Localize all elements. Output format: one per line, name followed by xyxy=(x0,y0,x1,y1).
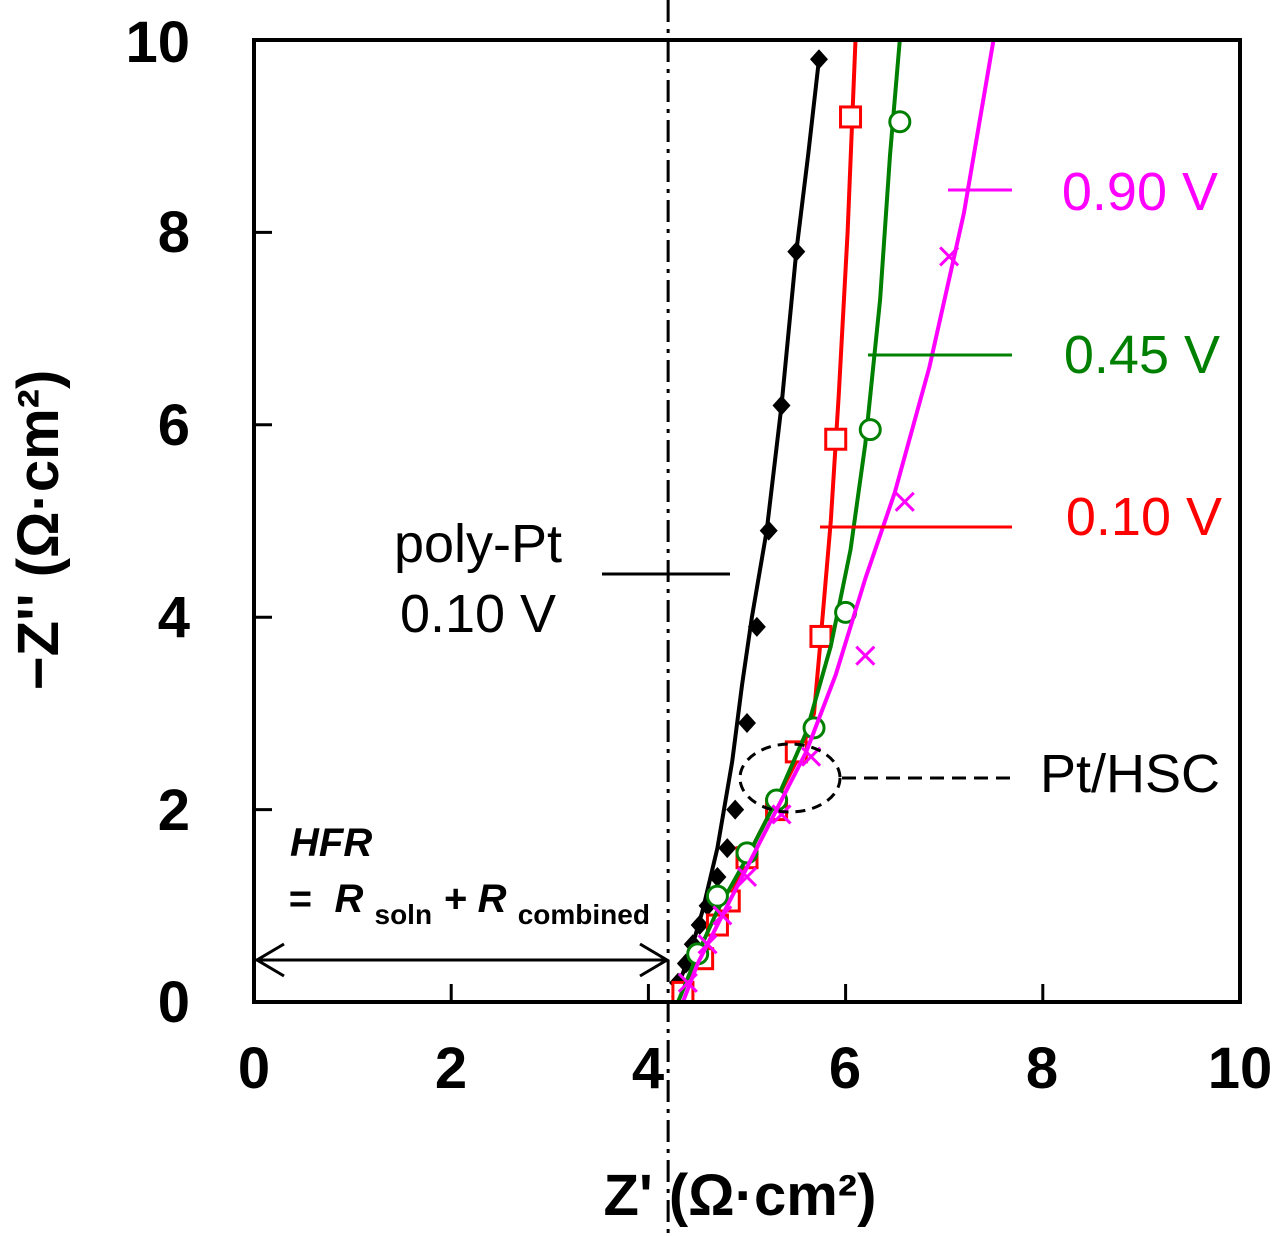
data-point-pt-hsc-0-10-v xyxy=(809,624,833,648)
data-point-pt-hsc-0-90-v xyxy=(697,934,718,955)
x-tick-label: 6 xyxy=(829,1036,861,1101)
data-point-pt-hsc-0-10-v xyxy=(824,427,848,451)
hfr-sub-soln: soln xyxy=(375,899,433,930)
y-tick-label: 8 xyxy=(158,200,190,265)
series-layer xyxy=(668,39,996,1004)
hfr-r2: R xyxy=(478,877,507,921)
data-point-pt-hsc-0-45-v xyxy=(705,884,729,908)
series-label-090: 0.90 V xyxy=(948,162,1218,222)
data-point-pt-hsc-0-45-v xyxy=(858,418,882,442)
y-tick-label: 2 xyxy=(158,778,190,843)
hfr-arrowhead-left xyxy=(254,942,285,978)
y-tick-label: 4 xyxy=(158,585,190,650)
data-point-pt-hsc-0-90-v xyxy=(939,246,960,267)
series-line-pt-hsc-0-90-v xyxy=(681,39,996,1003)
x-tick-label: 0 xyxy=(238,1036,270,1101)
polypt-annotation: poly-Pt 0.10 V xyxy=(394,514,730,644)
data-point-poly-pt-0-10-v xyxy=(809,49,828,70)
series-label-045: 0.45 V xyxy=(868,325,1220,385)
x-axis-title: Z' (Ω·cm²) xyxy=(604,1163,877,1228)
hfr-label: HFR xyxy=(290,821,372,865)
polypt-label-line1: poly-Pt xyxy=(394,514,562,574)
y-tick-label: 6 xyxy=(158,393,190,458)
y-tick-labels: 0 2 4 6 8 10 xyxy=(125,10,190,1035)
data-point-pt-hsc-0-90-v xyxy=(771,804,792,825)
y-tick-label: 0 xyxy=(158,970,190,1035)
data-point-poly-pt-0-10-v xyxy=(738,713,756,734)
data-point-pt-hsc-0-90-v xyxy=(712,905,733,926)
label-045v: 0.45 V xyxy=(1064,325,1220,385)
pthsc-annotation: Pt/HSC xyxy=(738,742,1220,814)
series-pt-hsc-0-90-v xyxy=(677,39,996,1003)
x-tick-label: 4 xyxy=(632,1036,664,1101)
x-tick-label: 8 xyxy=(1026,1036,1058,1101)
y-axis-title: −Z'' (Ω·cm²) xyxy=(6,370,71,691)
data-point-pt-hsc-0-45-v xyxy=(888,110,912,134)
data-point-pt-hsc-0-90-v xyxy=(736,866,758,888)
series-label-010: 0.10 V xyxy=(820,487,1222,547)
hfr-arrowhead-right xyxy=(639,942,670,978)
data-point-poly-pt-0-10-v xyxy=(772,395,791,416)
label-090v: 0.90 V xyxy=(1062,162,1218,222)
hfr-equation: = R soln + R combined xyxy=(288,877,650,933)
pthsc-ellipse xyxy=(738,742,842,814)
data-point-pt-hsc-0-90-v xyxy=(894,491,915,512)
data-point-poly-pt-0-10-v xyxy=(726,799,745,820)
x-tick-labels: 0 2 4 6 8 10 xyxy=(238,1036,1272,1101)
hfr-sub-combined: combined xyxy=(518,899,650,930)
series-poly-pt-0-10-v xyxy=(668,49,828,998)
polypt-label-line2: 0.10 V xyxy=(400,584,556,644)
data-point-poly-pt-0-10-v xyxy=(759,520,778,541)
series-line-pt-hsc-0-45-v xyxy=(676,39,902,1003)
data-point-pt-hsc-0-90-v xyxy=(677,972,698,993)
tick-marks xyxy=(254,230,1045,1002)
data-point-poly-pt-0-10-v xyxy=(718,838,737,859)
data-point-pt-hsc-0-90-v xyxy=(855,645,876,666)
plot-frame xyxy=(252,38,1242,1004)
x-tick-label: 2 xyxy=(435,1036,467,1101)
series-pt-hsc-0-45-v xyxy=(676,39,912,1003)
pthsc-label: Pt/HSC xyxy=(1040,744,1220,804)
data-point-poly-pt-0-10-v xyxy=(690,915,709,936)
y-tick-label: 10 xyxy=(125,10,190,75)
data-point-poly-pt-0-10-v xyxy=(787,241,806,262)
data-point-pt-hsc-0-10-v xyxy=(839,105,863,129)
data-point-poly-pt-0-10-v xyxy=(747,616,766,637)
data-point-poly-pt-0-10-v xyxy=(708,866,727,887)
hfr-eq-sign: = xyxy=(288,877,311,921)
hfr-plus: + xyxy=(443,877,466,921)
label-010v: 0.10 V xyxy=(1066,487,1222,547)
hfr-r1: R xyxy=(334,877,363,921)
x-tick-label: 10 xyxy=(1208,1036,1273,1101)
hfr-arrow xyxy=(254,942,670,978)
